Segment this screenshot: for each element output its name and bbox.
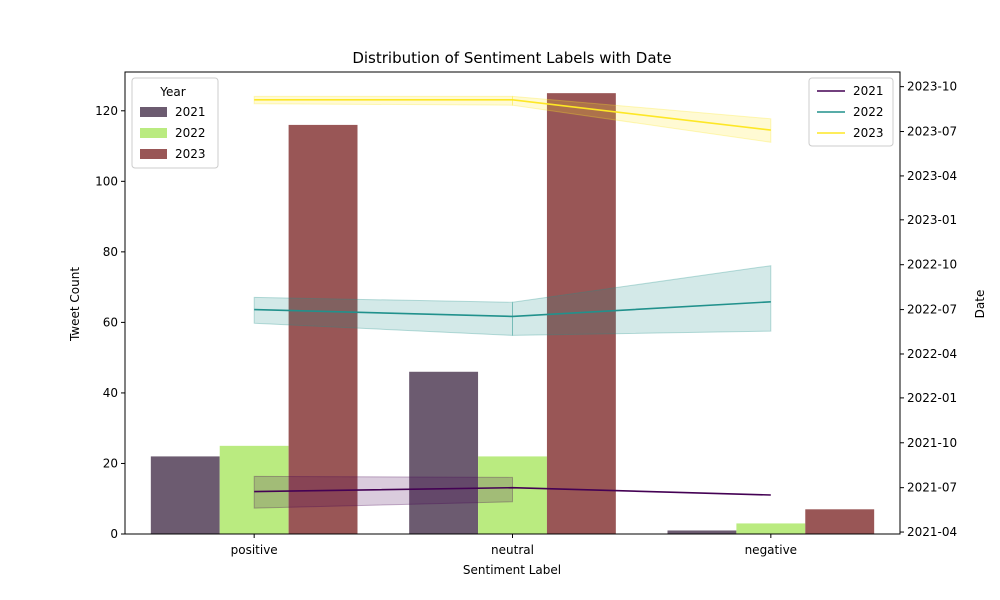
bar-legend-swatch-2021 <box>140 107 167 117</box>
bar-2022-negative <box>736 523 806 534</box>
y-tick-label: 80 <box>103 245 118 259</box>
bar-2021-neutral <box>409 371 479 534</box>
chart-title: Distribution of Sentiment Labels with Da… <box>352 49 671 67</box>
y2-axis: 2021-04 2021-07 2021-10 2022-01 2022-04 2022-… <box>900 80 957 539</box>
ci-band-2022 <box>253 296 513 336</box>
y-tick-label: 120 <box>95 104 118 118</box>
bar-legend-label-2021: 2021 <box>175 105 206 119</box>
y-tick-label: 100 <box>95 174 118 188</box>
y-axis-label: Tweet Count <box>68 267 82 342</box>
y2-tick-label: 2021-07 <box>907 481 957 495</box>
ci-band-2022 <box>512 265 772 336</box>
line-legend-box <box>808 77 894 147</box>
x-tick-label: negative <box>745 543 797 557</box>
bar-legend-swatch-2023 <box>140 149 167 159</box>
bar-2022-positive <box>219 445 289 534</box>
x-tick-label: neutral <box>491 543 534 557</box>
bar-2023-negative <box>805 509 875 534</box>
line-legend: 2021 2022 2023 <box>808 77 894 147</box>
bar-legend: Year 2021 2022 2023 <box>131 77 219 169</box>
bar-2022-neutral <box>478 456 547 534</box>
line-2022 <box>254 301 771 318</box>
bar-2021-negative <box>667 530 737 534</box>
x-axis-label: Sentiment Label <box>463 563 561 577</box>
y2-tick-label: 2022-10 <box>907 258 957 272</box>
line-2021 <box>254 486 771 496</box>
y2-tick-label: 2022-07 <box>907 303 957 317</box>
bar-legend-swatch-2022 <box>140 128 167 138</box>
line-legend-label-2021: 2021 <box>853 84 884 98</box>
y2-tick-label: 2021-10 <box>907 436 957 450</box>
lines-group <box>253 95 772 509</box>
bar-legend-title: Year <box>159 85 185 99</box>
x-axis: positive neutral negative <box>231 534 797 557</box>
y2-tick-label: 2023-07 <box>907 125 957 139</box>
y2-tick-label: 2021-04 <box>907 525 957 539</box>
bar-legend-box <box>131 77 219 169</box>
bars-group <box>150 93 875 535</box>
y-tick-label: 20 <box>103 456 118 470</box>
ci-band-2023 <box>253 95 513 106</box>
line-2023 <box>254 99 771 131</box>
y2-tick-label: 2023-10 <box>907 80 957 94</box>
bar-legend-label-2022: 2022 <box>175 126 206 140</box>
y2-tick-label: 2023-04 <box>907 169 957 183</box>
x-tick-label: positive <box>231 543 278 557</box>
line-legend-label-2023: 2023 <box>853 126 884 140</box>
y2-tick-label: 2023-01 <box>907 213 957 227</box>
ci-band-2021 <box>253 475 513 509</box>
line-legend-label-2022: 2022 <box>853 105 884 119</box>
bar-2023-positive <box>288 124 358 535</box>
y2-tick-label: 2022-04 <box>907 347 957 361</box>
y-axis: 0 20 40 60 80 100 120 <box>95 104 125 541</box>
bar-2021-positive <box>150 456 220 534</box>
y2-tick-label: 2022-01 <box>907 391 957 405</box>
y-tick-label: 40 <box>103 386 118 400</box>
y-tick-label: 60 <box>103 315 118 329</box>
bar-legend-label-2023: 2023 <box>175 147 206 161</box>
y-tick-label: 0 <box>110 527 118 541</box>
y2-axis-label: Date <box>973 290 987 319</box>
